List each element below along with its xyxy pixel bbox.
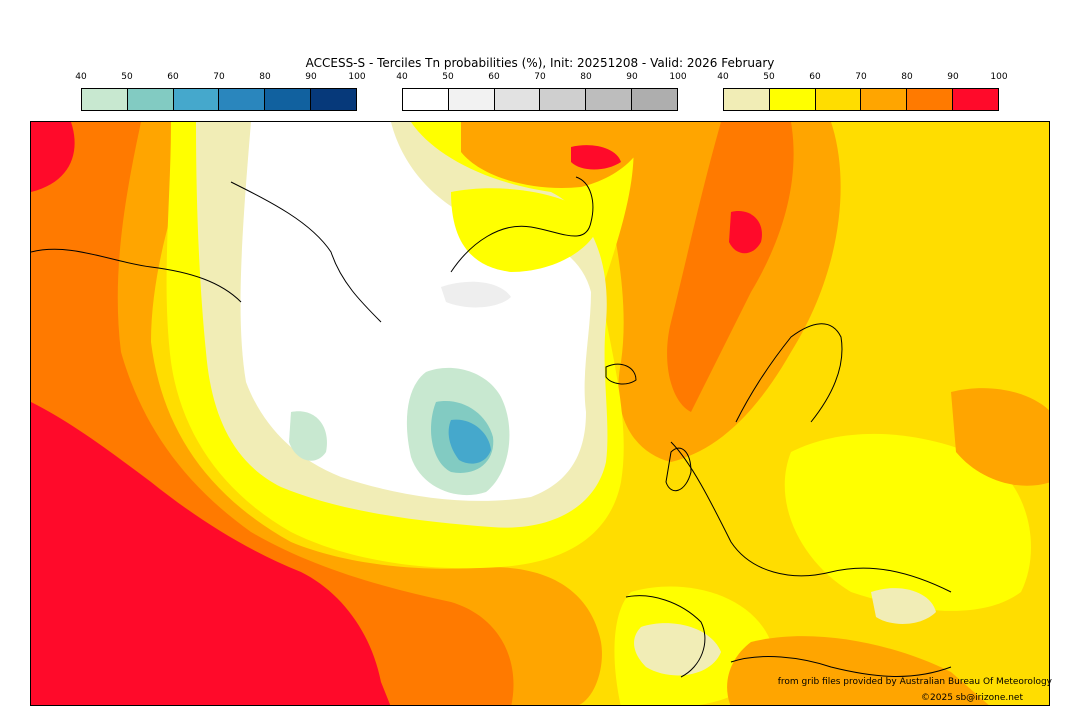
colorbar-tick-label: 60 <box>167 72 179 82</box>
region-pale-iberia <box>634 623 721 676</box>
colorbar-swatch <box>724 89 770 110</box>
colorbar-swatch <box>173 89 220 110</box>
colorbar-swatch <box>769 89 816 110</box>
region-red-greenland <box>571 145 621 170</box>
credit-copyright: ©2025 sb@irizone.net <box>921 693 1023 703</box>
coastline-north-america <box>31 248 242 303</box>
colorbar-tick-label: 90 <box>305 72 317 82</box>
region-blue-cold <box>448 419 491 464</box>
coastline-mediterranean <box>730 656 952 677</box>
region-pale-east <box>871 588 936 624</box>
colorbar-tick-label: 40 <box>75 72 87 82</box>
colorbar-swatch <box>861 89 908 110</box>
colorbar-ticks: 40 50 60 70 80 90 100 <box>75 72 365 84</box>
colorbar-swatches <box>723 88 999 111</box>
colorbar-tick-label: 40 <box>396 72 408 82</box>
region-yellow-greenland <box>451 188 601 272</box>
region-red-corner <box>31 122 75 192</box>
colorbar-tick-label: 70 <box>213 72 225 82</box>
region-orange-mediterranean <box>727 636 989 705</box>
colorbar-above-normal: 40 50 60 70 80 90 100 <box>717 72 1008 112</box>
colorbar-swatch <box>632 89 677 110</box>
colorbar-tick-label: 100 <box>669 72 687 82</box>
region-grey-patch <box>441 281 511 308</box>
region-orange-greenland <box>461 122 651 188</box>
colorbar-ticks: 40 50 60 70 80 90 100 <box>396 72 686 84</box>
colorbar-swatch <box>219 89 266 110</box>
colorbar-tick-label: 50 <box>763 72 775 82</box>
colorbar-tick-label: 50 <box>121 72 133 82</box>
colorbar-swatch <box>815 89 862 110</box>
colorbar-swatch <box>311 89 356 110</box>
coastline-iceland <box>605 363 637 385</box>
colorbar-swatch <box>403 89 449 110</box>
region-darkorange-scandinavia <box>667 122 794 412</box>
coastline-europe <box>670 441 952 593</box>
coastline-arctic <box>230 181 382 323</box>
colorbar-tick-label: 80 <box>259 72 271 82</box>
colorbar-swatches <box>81 88 357 111</box>
colorbar-tick-label: 70 <box>534 72 546 82</box>
colorbar-tick-label: 90 <box>626 72 638 82</box>
colorbar-tick-label: 60 <box>809 72 821 82</box>
colorbar-near-normal: 40 50 60 70 80 90 100 <box>396 72 687 112</box>
colorbar-ticks: 40 50 60 70 80 90 100 <box>717 72 1007 84</box>
colorbar-swatch <box>127 89 174 110</box>
region-orange-east-siberia <box>951 388 1049 486</box>
colorbar-tick-label: 80 <box>901 72 913 82</box>
colorbar-swatch <box>82 89 128 110</box>
colorbar-swatch <box>448 89 495 110</box>
colorbar-tick-label: 40 <box>717 72 729 82</box>
coastline-scandinavia <box>735 323 843 423</box>
colorbar-tick-label: 80 <box>580 72 592 82</box>
colorbar-below-normal: 40 50 60 70 80 90 100 <box>75 72 366 112</box>
coastline-britain <box>665 447 692 492</box>
region-red-norway <box>729 211 762 254</box>
map-canvas <box>31 122 1049 705</box>
map-title: ACCESS-S - Terciles Tn probabilities (%)… <box>305 56 775 70</box>
coastline-iberia <box>625 595 706 678</box>
credit-source: from grib files provided by Australian B… <box>777 677 1052 687</box>
coastline-greenland <box>450 176 594 273</box>
colorbar-swatch <box>953 89 998 110</box>
region-green-small <box>289 411 327 461</box>
coastlines <box>31 176 952 678</box>
colorbar-swatch <box>586 89 633 110</box>
colorbar-swatch <box>907 89 954 110</box>
probability-map <box>30 121 1050 706</box>
colorbar-swatch <box>265 89 312 110</box>
colorbar-tick-label: 90 <box>947 72 959 82</box>
colorbar-tick-label: 50 <box>442 72 454 82</box>
colorbar-tick-label: 100 <box>990 72 1008 82</box>
colorbar-tick-label: 70 <box>855 72 867 82</box>
colorbar-swatch <box>494 89 541 110</box>
colorbar-swatches <box>402 88 678 111</box>
region-red-west <box>31 402 391 705</box>
colorbar-swatch <box>540 89 587 110</box>
colorbar-tick-label: 100 <box>348 72 366 82</box>
region-yellow-east <box>784 433 1031 611</box>
colorbar-tick-label: 60 <box>488 72 500 82</box>
